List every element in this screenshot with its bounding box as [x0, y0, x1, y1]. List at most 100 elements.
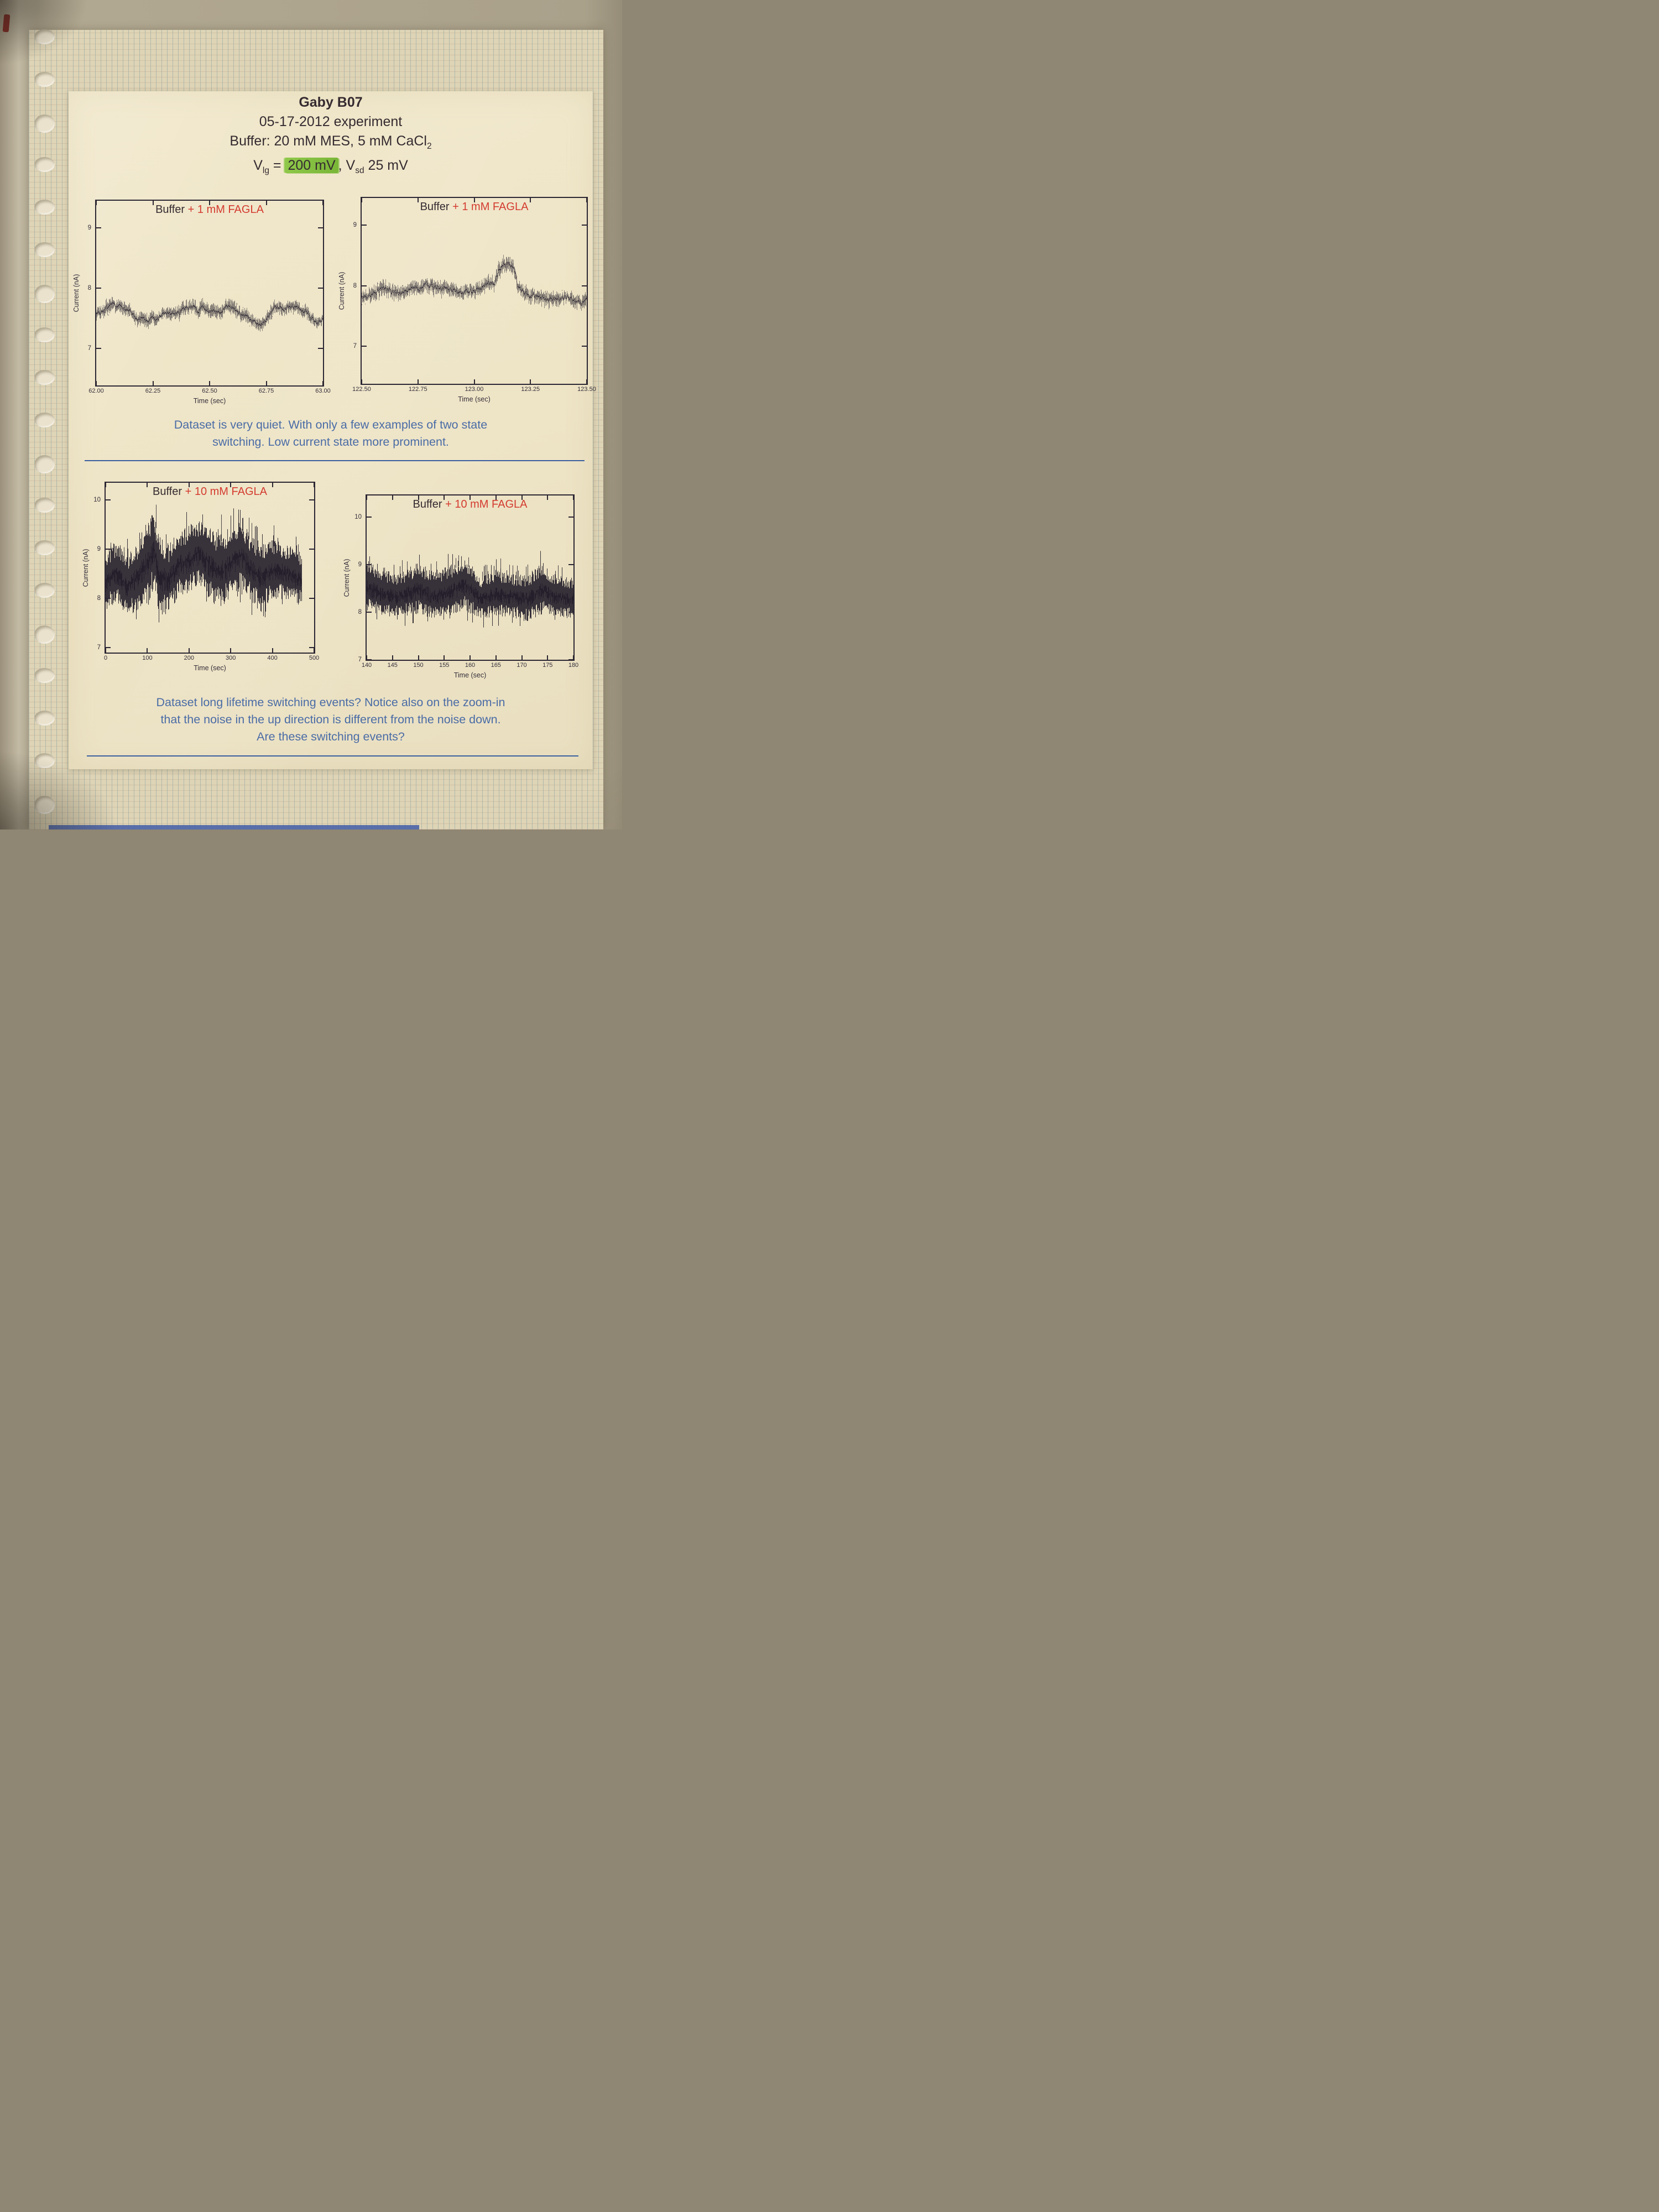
experiment-title: Gaby B07 [299, 95, 363, 110]
y-tick [367, 564, 372, 565]
y-tick-label: 9 [97, 546, 101, 553]
y-tick [367, 659, 372, 660]
y-axis-label: Current (nA) [82, 549, 90, 587]
middle-annotation: Dataset is very quiet. With only a few e… [174, 418, 488, 448]
x-axis-label: Time (sec) [458, 395, 491, 403]
chart-buffer-10mm-fagla-zoom: Buffer + 10 mM FAGLA Current (nA) Time (… [343, 494, 578, 679]
x-tick [469, 495, 471, 500]
x-tick [105, 483, 106, 487]
x-tick [230, 648, 232, 653]
x-tick-label: 175 [542, 662, 553, 669]
y-tick [568, 611, 573, 613]
chart-buffer-1mm-fagla-b: Buffer + 1 mM FAGLA Current (nA) Time (s… [338, 197, 596, 403]
chart-title: Buffer + 10 mM FAGLA [413, 498, 528, 510]
x-tick-label: 122.50 [352, 386, 371, 393]
x-tick [230, 483, 232, 487]
x-tick [530, 379, 531, 384]
x-tick-label: 300 [226, 655, 236, 661]
y-tick [309, 598, 314, 599]
bottom-annotation: Dataset long lifetime switching events? … [156, 696, 505, 743]
x-tick-label: 0 [103, 655, 108, 661]
x-tick [272, 648, 273, 653]
experiment-date: 05-17-2012 experiment [259, 114, 403, 129]
y-tick [582, 285, 587, 286]
x-tick-label: 123.50 [577, 386, 596, 393]
x-tick [547, 495, 549, 500]
y-tick [582, 225, 587, 226]
y-tick [318, 347, 323, 349]
y-tick [362, 346, 367, 347]
y-tick [106, 499, 111, 501]
x-tick [96, 381, 97, 385]
y-tick-label: 9 [87, 224, 91, 231]
y-tick-label: 9 [353, 222, 357, 229]
y-tick-label: 7 [353, 343, 357, 350]
binder-hole [34, 796, 55, 814]
x-tick-label: 140 [361, 662, 372, 669]
y-tick [309, 549, 314, 550]
y-tick [568, 516, 573, 518]
x-tick [322, 381, 324, 385]
x-tick-label: 165 [491, 662, 501, 669]
x-tick-label: 62.50 [202, 388, 217, 394]
x-tick [495, 495, 497, 500]
chart-title: Buffer + 10 mM FAGLA [153, 486, 267, 498]
binder-hole [34, 29, 55, 44]
y-axis-label: Current (nA) [343, 559, 351, 597]
y-tick [96, 347, 101, 349]
trace-canvas [106, 483, 314, 653]
x-tick-label: 200 [184, 655, 194, 661]
divider-line-1 [85, 460, 585, 461]
binder-hole [34, 583, 55, 598]
x-tick [495, 655, 497, 660]
y-tick [318, 227, 323, 228]
y-tick [318, 287, 323, 289]
x-tick-label: 100 [142, 655, 153, 661]
y-tick-label: 10 [354, 513, 362, 520]
y-tick [96, 287, 101, 289]
binder-hole [34, 498, 55, 513]
y-tick-label: 8 [97, 595, 101, 602]
x-tick-label: 150 [413, 662, 424, 669]
x-tick [272, 483, 273, 487]
x-tick-label: 500 [309, 655, 320, 661]
x-tick [209, 201, 210, 205]
x-tick [188, 648, 190, 653]
x-tick [105, 648, 106, 653]
x-tick [322, 201, 324, 205]
voltage-settings: Vlg = 200 mV, Vsd 25 mV [253, 158, 408, 175]
x-tick [152, 381, 154, 385]
y-tick-label: 9 [358, 561, 362, 568]
y-tick [362, 225, 367, 226]
x-tick [361, 379, 362, 384]
x-tick [418, 495, 419, 500]
x-tick [314, 648, 315, 653]
binder-hole [34, 327, 55, 342]
x-tick [573, 655, 574, 660]
x-tick [444, 655, 445, 660]
binder-hole [34, 711, 55, 726]
x-tick-label: 62.75 [258, 388, 274, 394]
x-tick-label: 145 [387, 662, 398, 669]
y-tick-label: 7 [358, 656, 362, 663]
x-tick [314, 483, 315, 487]
y-tick [309, 647, 314, 649]
y-tick [362, 285, 367, 286]
chart-title: Buffer + 1 mM FAGLA [155, 204, 264, 216]
x-tick [361, 198, 362, 202]
x-tick [147, 648, 148, 653]
x-tick [469, 655, 471, 660]
y-tick [106, 598, 111, 599]
x-tick [573, 495, 574, 500]
x-tick-label: 155 [439, 662, 450, 669]
y-tick [568, 564, 573, 565]
binder-hole [34, 157, 55, 172]
y-tick-label: 8 [87, 284, 91, 291]
y-tick-label: 10 [93, 497, 101, 504]
y-tick-label: 7 [87, 345, 91, 352]
x-tick-label: 122.75 [408, 386, 427, 393]
x-tick-label: 123.25 [521, 386, 540, 393]
trace-canvas [362, 198, 587, 384]
divider-line-2 [87, 755, 578, 757]
binder-hole [34, 242, 55, 257]
